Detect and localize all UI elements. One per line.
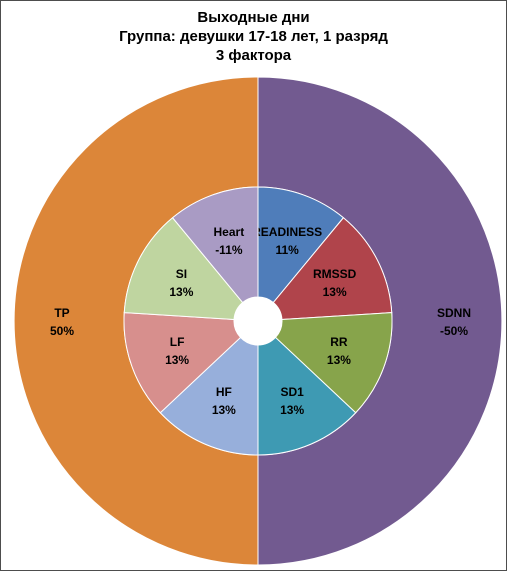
inner-label-lf: LF 13% — [165, 335, 189, 367]
outer-label-sdnn: SDNN -50% — [437, 306, 471, 338]
inner-label-rr: RR 13% — [327, 335, 351, 367]
slice-value: -50% — [440, 324, 468, 338]
slice-value: 13% — [327, 353, 351, 367]
slice-name: READINESS — [252, 225, 322, 239]
title-line-1: Выходные дни — [197, 9, 310, 26]
slice-name: Heart — [214, 225, 245, 239]
inner-label-sd1: SD1 13% — [280, 385, 304, 417]
slice-name: SI — [176, 267, 187, 281]
slice-value: 13% — [165, 353, 189, 367]
slice-name: TP — [54, 306, 69, 320]
slice-value: 11% — [275, 243, 299, 257]
slice-value: 13% — [169, 285, 193, 299]
slice-value: -11% — [215, 243, 243, 257]
slice-name: RR — [330, 335, 348, 349]
title-line-3: 3 фактора — [215, 47, 292, 64]
slice-name: SDNN — [437, 306, 471, 320]
inner-label-si: SI 13% — [169, 267, 193, 299]
inner-label-hf: HF 13% — [212, 385, 236, 417]
inner-label-readiness: READINESS 11% — [252, 225, 322, 257]
chart-title: Выходные дни Группа: девушки 17-18 лет, … — [1, 8, 506, 65]
donut-hole — [234, 297, 282, 345]
inner-label-rmssd: RMSSD 13% — [313, 267, 357, 299]
slice-name: LF — [170, 335, 185, 349]
outer-label-tp: TP 50% — [50, 306, 74, 338]
slice-value: 13% — [280, 403, 304, 417]
title-line-2: Группа: девушки 17-18 лет, 1 разряд — [119, 28, 388, 45]
slice-value: 13% — [212, 403, 236, 417]
slice-value: 50% — [50, 324, 74, 338]
inner-label-heart: Heart -11% — [214, 225, 245, 257]
slice-name: RMSSD — [313, 267, 357, 281]
slice-name: SD1 — [280, 385, 304, 399]
slice-name: HF — [216, 385, 232, 399]
slice-value: 13% — [323, 285, 347, 299]
